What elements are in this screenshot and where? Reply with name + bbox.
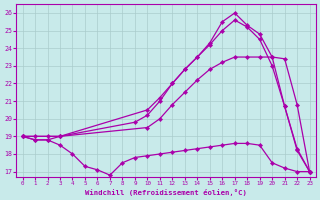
X-axis label: Windchill (Refroidissement éolien,°C): Windchill (Refroidissement éolien,°C) <box>85 189 247 196</box>
